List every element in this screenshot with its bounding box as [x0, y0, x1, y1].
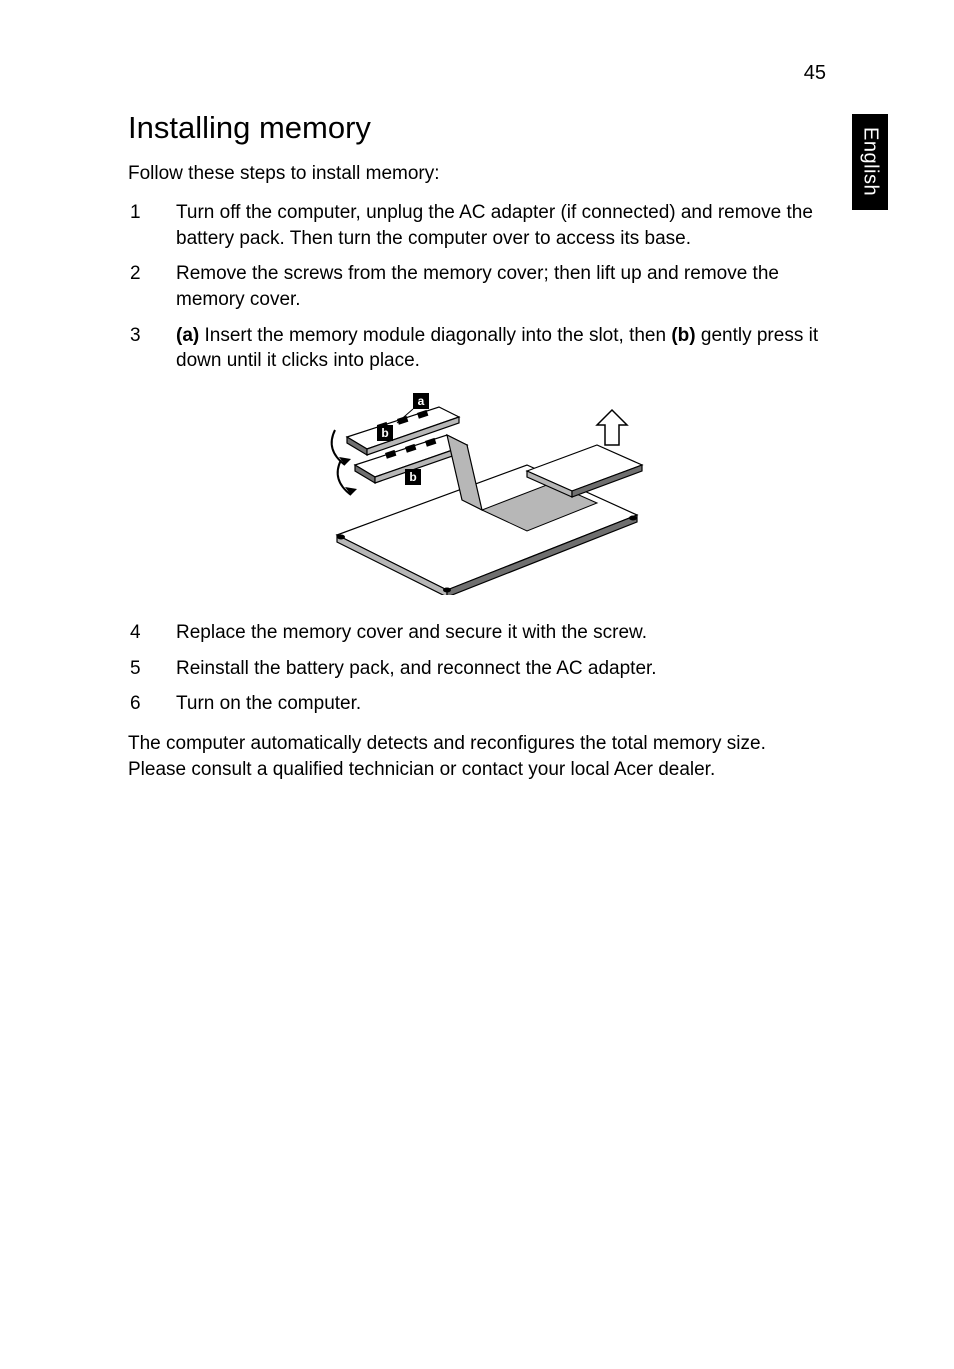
- figure-label-a: a: [418, 394, 425, 408]
- step-text: (a) Insert the memory module diagonally …: [176, 323, 826, 374]
- list-item: 5 Reinstall the battery pack, and reconn…: [128, 656, 826, 682]
- list-item: 4 Replace the memory cover and secure it…: [128, 620, 826, 646]
- memory-diagram-svg: a b b: [297, 375, 657, 595]
- step-number: 4: [128, 620, 176, 646]
- figure-label-b-upper: b: [381, 426, 388, 440]
- language-tab-label: English: [859, 127, 882, 196]
- outro-text: The computer automatically detects and r…: [128, 731, 826, 782]
- section-heading: Installing memory: [128, 110, 371, 146]
- figure-label-b-lower: b: [409, 470, 416, 484]
- step-text: Reinstall the battery pack, and reconnec…: [176, 656, 826, 682]
- step-number: 5: [128, 656, 176, 682]
- steps-list-1: 1 Turn off the computer, unplug the AC a…: [128, 200, 826, 384]
- intro-text: Follow these steps to install memory:: [128, 161, 440, 187]
- step-text: Turn off the computer, unplug the AC ada…: [176, 200, 826, 251]
- step-bold-b: (b): [671, 325, 695, 346]
- step-text: Replace the memory cover and secure it w…: [176, 620, 826, 646]
- list-item: 1 Turn off the computer, unplug the AC a…: [128, 200, 826, 251]
- list-item: 6 Turn on the computer.: [128, 691, 826, 717]
- list-item: 3 (a) Insert the memory module diagonall…: [128, 323, 826, 374]
- page-content: 45 English Installing memory Follow thes…: [128, 0, 826, 1369]
- page-number: 45: [804, 62, 826, 85]
- step-text: Turn on the computer.: [176, 691, 826, 717]
- steps-list-2: 4 Replace the memory cover and secure it…: [128, 620, 826, 727]
- memory-install-figure: a b b: [128, 370, 826, 600]
- list-item: 2 Remove the screws from the memory cove…: [128, 261, 826, 312]
- language-tab: English: [852, 114, 888, 210]
- step-text: Remove the screws from the memory cover;…: [176, 261, 826, 312]
- step-bold-a: (a): [176, 325, 199, 346]
- step-span: Insert the memory module diagonally into…: [199, 325, 671, 346]
- step-number: 1: [128, 200, 176, 251]
- step-number: 3: [128, 323, 176, 374]
- step-number: 2: [128, 261, 176, 312]
- step-number: 6: [128, 691, 176, 717]
